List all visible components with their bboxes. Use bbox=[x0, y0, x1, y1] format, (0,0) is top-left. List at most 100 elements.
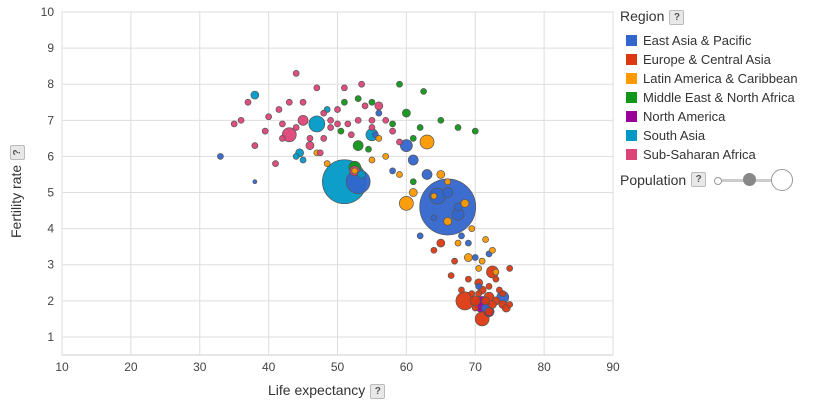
data-bubble[interactable] bbox=[308, 115, 326, 133]
data-bubble[interactable] bbox=[468, 225, 476, 232]
data-bubble[interactable] bbox=[297, 114, 309, 126]
data-bubble[interactable] bbox=[475, 283, 483, 290]
data-bubble[interactable] bbox=[430, 214, 438, 222]
data-bubble[interactable] bbox=[299, 156, 307, 164]
data-bubble[interactable] bbox=[396, 138, 403, 146]
data-bubble[interactable] bbox=[272, 160, 279, 167]
data-bubble[interactable] bbox=[409, 135, 417, 142]
data-bubble[interactable] bbox=[382, 116, 390, 124]
data-bubble[interactable] bbox=[306, 135, 314, 142]
data-bubble[interactable] bbox=[334, 120, 341, 128]
data-bubble[interactable] bbox=[469, 295, 481, 307]
y-axis-help-button[interactable]: ? bbox=[9, 144, 25, 160]
data-bubble[interactable] bbox=[475, 264, 483, 272]
data-bubble[interactable] bbox=[402, 108, 411, 118]
data-bubble[interactable] bbox=[368, 124, 376, 131]
data-bubble[interactable] bbox=[416, 232, 424, 240]
data-bubble[interactable] bbox=[237, 116, 245, 124]
data-bubble[interactable] bbox=[458, 286, 465, 294]
data-bubble[interactable] bbox=[400, 139, 413, 152]
data-bubble[interactable] bbox=[471, 304, 479, 312]
data-bubble[interactable] bbox=[489, 246, 496, 254]
slider-thumb[interactable] bbox=[743, 172, 757, 186]
data-bubble[interactable] bbox=[465, 275, 472, 283]
data-bubble[interactable] bbox=[492, 275, 500, 283]
data-bubble[interactable] bbox=[420, 88, 427, 95]
data-bubble[interactable] bbox=[468, 290, 476, 297]
data-bubble[interactable] bbox=[396, 80, 403, 88]
population-size-slider[interactable] bbox=[714, 168, 794, 191]
data-bubble[interactable] bbox=[488, 300, 497, 309]
data-bubble[interactable] bbox=[344, 120, 352, 128]
data-bubble[interactable] bbox=[316, 149, 324, 157]
data-bubble[interactable] bbox=[416, 124, 424, 131]
data-bubble[interactable] bbox=[419, 134, 435, 150]
data-bubble[interactable] bbox=[313, 84, 321, 92]
data-bubble[interactable] bbox=[375, 135, 383, 142]
data-bubble[interactable] bbox=[292, 153, 300, 160]
data-bubble[interactable] bbox=[285, 98, 293, 106]
data-bubble[interactable] bbox=[408, 188, 418, 197]
data-bubble[interactable] bbox=[437, 116, 445, 124]
data-bubble[interactable] bbox=[368, 156, 376, 164]
data-bubble[interactable] bbox=[292, 124, 300, 131]
data-bubble[interactable] bbox=[430, 192, 438, 200]
legend-item[interactable]: Latin America & Caribbean bbox=[620, 69, 816, 88]
data-bubble[interactable] bbox=[361, 102, 369, 110]
data-bubble[interactable] bbox=[250, 90, 260, 100]
legend-item[interactable]: Europe & Central Asia bbox=[620, 50, 816, 69]
data-bubble[interactable] bbox=[481, 296, 490, 306]
data-bubble[interactable] bbox=[471, 254, 479, 261]
data-bubble[interactable] bbox=[292, 70, 300, 77]
data-bubble[interactable] bbox=[217, 153, 224, 160]
data-bubble[interactable] bbox=[389, 120, 396, 128]
data-bubble[interactable] bbox=[464, 253, 473, 262]
data-bubble[interactable] bbox=[475, 290, 483, 297]
data-bubble[interactable] bbox=[368, 98, 376, 106]
data-bubble[interactable] bbox=[320, 109, 328, 117]
data-bubble[interactable] bbox=[320, 135, 328, 142]
data-bubble[interactable] bbox=[347, 131, 355, 139]
data-bubble[interactable] bbox=[442, 187, 454, 198]
data-bubble[interactable] bbox=[454, 239, 462, 247]
data-bubble[interactable] bbox=[354, 116, 362, 124]
data-bubble[interactable] bbox=[358, 80, 365, 88]
legend-item[interactable]: East Asia & Pacific bbox=[620, 31, 816, 50]
data-bubble[interactable] bbox=[365, 145, 372, 153]
data-bubble[interactable] bbox=[454, 124, 462, 131]
data-bubble[interactable] bbox=[447, 272, 455, 279]
data-bubble[interactable] bbox=[478, 257, 486, 265]
data-bubble[interactable] bbox=[375, 109, 383, 117]
data-bubble[interactable] bbox=[492, 268, 500, 276]
data-bubble[interactable] bbox=[443, 217, 453, 226]
data-bubble[interactable] bbox=[374, 101, 384, 111]
data-bubble[interactable] bbox=[281, 127, 297, 143]
data-bubble[interactable] bbox=[409, 178, 417, 186]
data-bubble[interactable] bbox=[261, 127, 269, 135]
data-bubble[interactable] bbox=[399, 196, 414, 211]
data-bubble[interactable] bbox=[299, 98, 307, 106]
data-bubble[interactable] bbox=[305, 141, 315, 150]
data-bubble[interactable] bbox=[352, 140, 364, 151]
data-bubble[interactable] bbox=[275, 106, 283, 113]
data-bubble[interactable] bbox=[279, 135, 286, 142]
data-bubble[interactable] bbox=[252, 179, 258, 185]
legend-item[interactable]: Sub-Saharan Africa bbox=[620, 145, 816, 164]
data-bubble[interactable] bbox=[265, 113, 272, 121]
legend-item[interactable]: Middle East & North Africa bbox=[620, 88, 816, 107]
data-bubble[interactable] bbox=[382, 153, 390, 160]
legend-item[interactable]: North America bbox=[620, 107, 816, 126]
data-bubble[interactable] bbox=[396, 171, 403, 178]
x-axis-help-button[interactable]: ? bbox=[370, 383, 386, 399]
data-bubble[interactable] bbox=[327, 124, 334, 131]
data-bubble[interactable] bbox=[453, 202, 463, 212]
data-bubble[interactable] bbox=[230, 120, 238, 128]
data-bubble[interactable] bbox=[244, 98, 252, 106]
region-help-button[interactable]: ? bbox=[669, 9, 685, 25]
data-bubble[interactable] bbox=[471, 127, 479, 135]
data-bubble[interactable] bbox=[458, 232, 465, 240]
data-bubble[interactable] bbox=[499, 290, 507, 297]
data-bubble[interactable] bbox=[482, 236, 489, 243]
data-bubble[interactable] bbox=[354, 95, 362, 103]
data-bubble[interactable] bbox=[460, 199, 470, 208]
